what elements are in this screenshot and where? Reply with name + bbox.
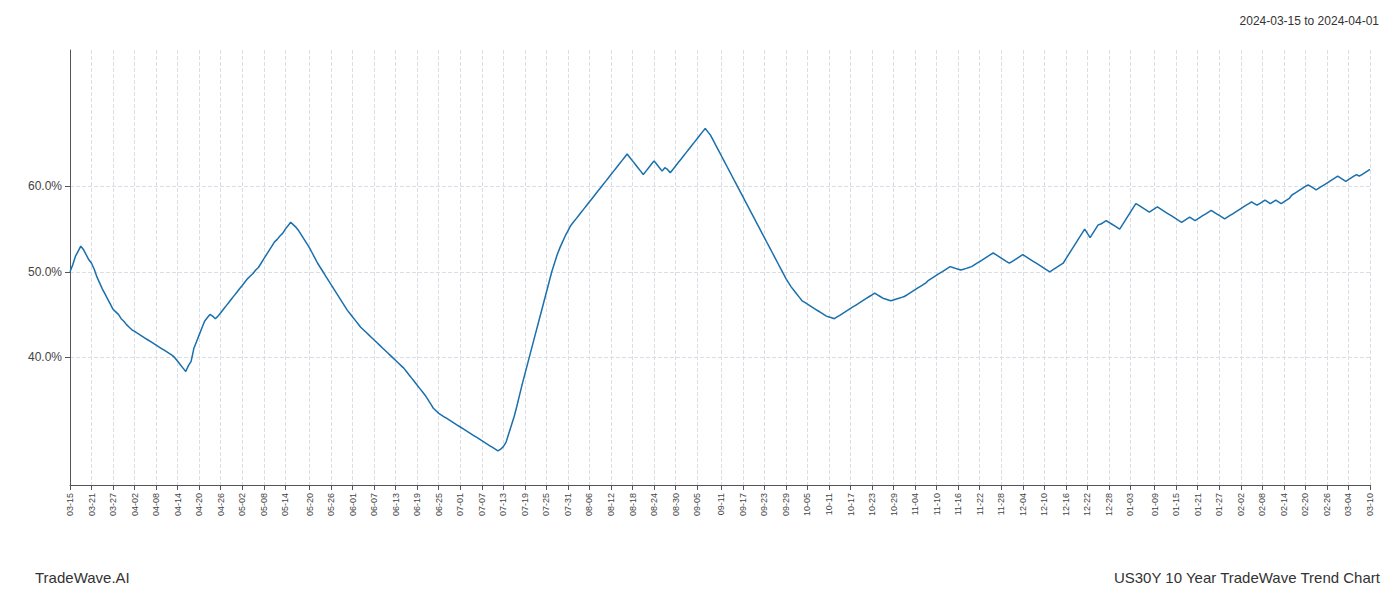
svg-text:05-26: 05-26 <box>326 493 336 516</box>
svg-text:04-26: 04-26 <box>216 493 226 516</box>
svg-text:05-02: 05-02 <box>237 493 247 516</box>
svg-text:04-08: 04-08 <box>151 493 161 516</box>
svg-text:01-03: 01-03 <box>1125 493 1135 516</box>
svg-text:04-14: 04-14 <box>173 493 183 516</box>
svg-text:06-13: 06-13 <box>391 493 401 516</box>
svg-text:03-27: 03-27 <box>108 493 118 516</box>
svg-text:02-14: 02-14 <box>1279 493 1289 516</box>
svg-text:11-16: 11-16 <box>953 493 963 515</box>
svg-text:07-07: 07-07 <box>477 493 487 516</box>
svg-text:08-24: 08-24 <box>649 493 659 516</box>
svg-text:07-13: 07-13 <box>498 493 508 516</box>
svg-text:2024-03-15 to 2024-04-01: 2024-03-15 to 2024-04-01 <box>1240 14 1380 28</box>
svg-text:03-10: 03-10 <box>1365 493 1375 516</box>
svg-text:07-31: 07-31 <box>563 493 573 516</box>
svg-text:US30Y 10 Year TradeWave Trend: US30Y 10 Year TradeWave Trend Chart <box>1114 569 1381 586</box>
svg-text:03-21: 03-21 <box>87 493 97 516</box>
svg-text:11-28: 11-28 <box>996 493 1006 515</box>
svg-text:02-26: 02-26 <box>1322 493 1332 516</box>
svg-text:01-09: 01-09 <box>1150 493 1160 516</box>
svg-text:06-19: 06-19 <box>412 493 422 516</box>
svg-text:02-02: 02-02 <box>1236 493 1246 516</box>
svg-text:03-04: 03-04 <box>1343 493 1353 516</box>
svg-text:12-04: 12-04 <box>1018 493 1028 516</box>
svg-text:06-07: 06-07 <box>369 493 379 516</box>
svg-text:09-17: 09-17 <box>738 493 748 516</box>
svg-text:12-10: 12-10 <box>1039 493 1049 516</box>
svg-text:05-08: 05-08 <box>259 493 269 516</box>
svg-text:08-18: 08-18 <box>628 493 638 516</box>
svg-text:10-23: 10-23 <box>867 493 877 516</box>
svg-text:10-29: 10-29 <box>889 493 899 516</box>
svg-text:07-01: 07-01 <box>455 493 465 516</box>
svg-text:09-29: 09-29 <box>781 493 791 516</box>
svg-text:40.0%: 40.0% <box>28 350 62 364</box>
svg-text:08-12: 08-12 <box>606 493 616 516</box>
svg-text:05-20: 05-20 <box>305 493 315 516</box>
svg-text:50.0%: 50.0% <box>28 265 62 279</box>
svg-text:60.0%: 60.0% <box>28 179 62 193</box>
svg-text:08-30: 08-30 <box>671 493 681 516</box>
svg-text:10-17: 10-17 <box>846 493 856 516</box>
svg-text:01-15: 01-15 <box>1171 493 1181 516</box>
svg-text:09-23: 09-23 <box>759 493 769 516</box>
svg-text:10-11: 10-11 <box>824 493 834 515</box>
svg-text:05-14: 05-14 <box>280 493 290 516</box>
svg-text:08-06: 08-06 <box>584 493 594 516</box>
svg-text:07-19: 07-19 <box>520 493 530 516</box>
svg-text:11-22: 11-22 <box>975 493 985 515</box>
svg-text:01-21: 01-21 <box>1193 493 1203 516</box>
svg-text:12-28: 12-28 <box>1104 493 1114 516</box>
svg-text:01-27: 01-27 <box>1214 493 1224 516</box>
svg-text:06-25: 06-25 <box>434 493 444 516</box>
svg-text:04-02: 04-02 <box>130 493 140 516</box>
svg-text:02-08: 02-08 <box>1257 493 1267 516</box>
svg-text:12-22: 12-22 <box>1082 493 1092 516</box>
svg-text:04-20: 04-20 <box>194 493 204 516</box>
svg-text:06-01: 06-01 <box>348 493 358 516</box>
svg-text:09-11: 09-11 <box>716 493 726 515</box>
svg-text:12-16: 12-16 <box>1061 493 1071 516</box>
svg-text:02-20: 02-20 <box>1300 493 1310 516</box>
svg-text:10-05: 10-05 <box>802 493 812 516</box>
svg-text:TradeWave.AI: TradeWave.AI <box>35 569 130 586</box>
svg-text:03-15: 03-15 <box>65 493 75 516</box>
svg-text:11-04: 11-04 <box>910 493 920 515</box>
svg-text:09-05: 09-05 <box>692 493 702 516</box>
svg-text:11-10: 11-10 <box>932 493 942 515</box>
svg-text:07-25: 07-25 <box>541 493 551 516</box>
